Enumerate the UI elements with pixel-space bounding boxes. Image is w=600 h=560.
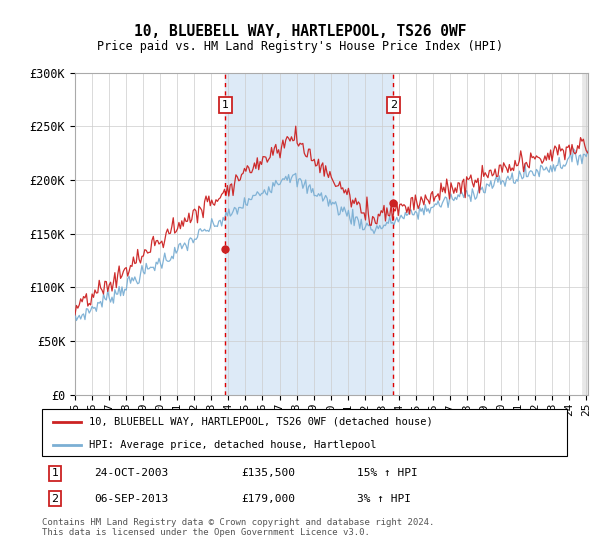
Text: 1: 1 — [222, 100, 229, 110]
Text: HPI: Average price, detached house, Hartlepool: HPI: Average price, detached house, Hart… — [89, 440, 377, 450]
Text: 3% ↑ HPI: 3% ↑ HPI — [357, 493, 411, 503]
Text: 24-OCT-2003: 24-OCT-2003 — [95, 468, 169, 478]
Text: £135,500: £135,500 — [241, 468, 296, 478]
FancyBboxPatch shape — [42, 409, 567, 456]
Text: £179,000: £179,000 — [241, 493, 296, 503]
Text: 15% ↑ HPI: 15% ↑ HPI — [357, 468, 418, 478]
Text: 10, BLUEBELL WAY, HARTLEPOOL, TS26 0WF (detached house): 10, BLUEBELL WAY, HARTLEPOOL, TS26 0WF (… — [89, 417, 433, 427]
Text: 1: 1 — [52, 468, 59, 478]
Text: 06-SEP-2013: 06-SEP-2013 — [95, 493, 169, 503]
Text: 2: 2 — [390, 100, 397, 110]
Bar — [226, 73, 394, 395]
Text: Price paid vs. HM Land Registry's House Price Index (HPI): Price paid vs. HM Land Registry's House … — [97, 40, 503, 53]
Text: Contains HM Land Registry data © Crown copyright and database right 2024.
This d: Contains HM Land Registry data © Crown c… — [42, 518, 434, 538]
Text: 10, BLUEBELL WAY, HARTLEPOOL, TS26 0WF: 10, BLUEBELL WAY, HARTLEPOOL, TS26 0WF — [134, 24, 466, 39]
Text: 2: 2 — [52, 493, 59, 503]
Bar — [582, 73, 588, 395]
